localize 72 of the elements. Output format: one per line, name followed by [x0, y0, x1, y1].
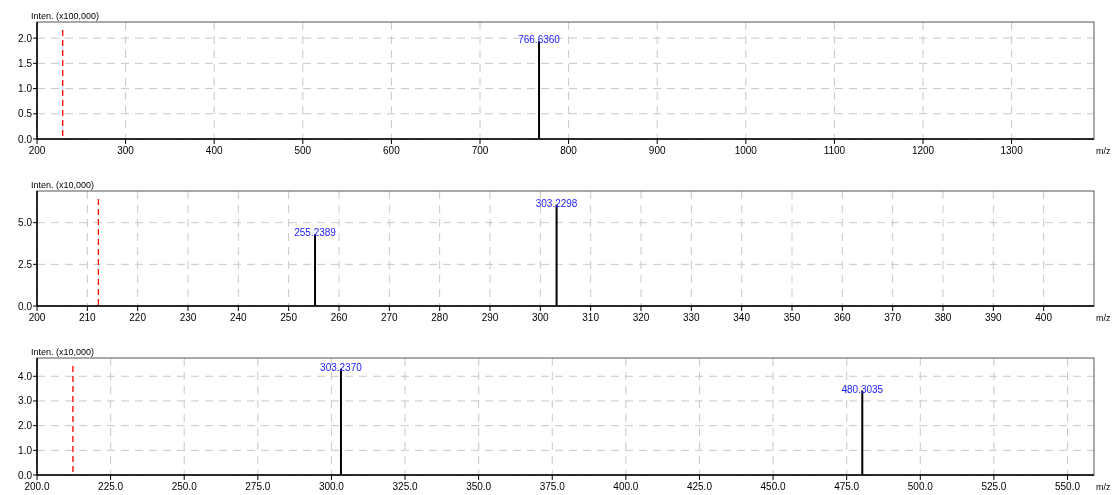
x-tick-label: 525.0 [981, 481, 1007, 492]
x-tick-label: 1300 [1000, 145, 1024, 156]
x-tick-label: 270 [380, 312, 399, 323]
x-tick-label: 250.0 [171, 481, 198, 492]
x-tick-label: 210 [78, 312, 97, 323]
y-tick-label: 3.0 [18, 395, 33, 407]
y-tick-label: 0.0 [18, 469, 33, 481]
x-tick-label: 290 [481, 312, 499, 323]
x-tick-label: 300 [117, 145, 135, 156]
y-axis-title: Inten. (x100,000) [31, 11, 100, 21]
x-tick-label: 260 [330, 312, 348, 323]
x-tick-label: 400.0 [613, 481, 639, 492]
x-tick-label: 200 [28, 145, 46, 156]
y-tick-label: 1.0 [18, 83, 33, 95]
x-tick-label: 200.0 [24, 481, 50, 492]
y-axis-title: Inten. (x10,000) [31, 180, 95, 190]
y-tick-label: 2.0 [18, 420, 33, 432]
x-tick-label: 550.0 [1054, 481, 1081, 492]
x-tick-label: 390 [984, 312, 1003, 323]
x-tick-label: 500.0 [907, 481, 934, 492]
x-tick-label: 350.0 [466, 481, 492, 492]
x-tick-label: 230 [179, 312, 197, 323]
y-tick-label: 4.0 [18, 370, 33, 382]
y-tick-label: 0.0 [18, 300, 33, 312]
y-tick-label: 0.0 [18, 133, 33, 145]
x-tick-label: 400 [1035, 312, 1053, 323]
y-tick-label: 2.5 [18, 258, 33, 270]
x-tick-label: 300 [531, 312, 550, 323]
x-tick-label: 225.0 [98, 481, 124, 492]
x-tick-label: 400 [205, 145, 223, 156]
x-axis-title: m/z [1096, 482, 1111, 492]
x-tick-label: 380 [934, 312, 952, 323]
y-tick-label: 5.0 [18, 217, 33, 229]
x-axis-title: m/z [1096, 146, 1111, 156]
x-tick-label: 800 [560, 145, 578, 156]
x-tick-label: 1200 [911, 145, 935, 156]
x-tick-label: 280 [431, 312, 449, 323]
x-tick-label: 475.0 [834, 481, 860, 492]
x-tick-label: 250 [280, 312, 298, 323]
annotation: 255.2389 [294, 227, 337, 239]
x-tick-label: 310 [582, 312, 600, 323]
x-tick-label: 375.0 [539, 481, 566, 492]
x-tick-label: 500 [294, 145, 312, 156]
x-tick-label: 425.0 [686, 481, 713, 492]
y-tick-label: 1.0 [18, 444, 33, 456]
x-tick-label: 700 [471, 145, 489, 156]
x-tick-label: 240 [229, 312, 248, 323]
annotation: 303.2370 [320, 361, 363, 373]
x-tick-label: 600 [383, 145, 401, 156]
x-tick-label: 1100 [823, 145, 846, 156]
x-tick-label: 325.0 [392, 481, 418, 492]
x-tick-label: 200 [28, 312, 46, 323]
x-axis-title: m/z [1096, 313, 1111, 323]
x-tick-label: 340 [733, 312, 751, 323]
y-tick-label: 2.0 [18, 32, 33, 44]
x-tick-label: 1000 [734, 145, 758, 156]
annotation: 303.2298 [535, 197, 578, 209]
x-tick-label: 330 [682, 312, 701, 323]
x-tick-label: 360 [833, 312, 852, 323]
x-tick-label: 320 [632, 312, 650, 323]
annotation: 766.6360 [518, 34, 561, 46]
annotation: 480.3035 [841, 383, 884, 395]
x-tick-label: 370 [884, 312, 902, 323]
x-tick-label: 450.0 [760, 481, 787, 492]
y-axis-title: Inten. (x10,000) [31, 347, 95, 357]
x-tick-label: 900 [648, 145, 666, 156]
x-tick-label: 275.0 [245, 481, 271, 492]
x-tick-label: 300.0 [318, 481, 345, 492]
y-tick-label: 1.5 [18, 57, 33, 69]
x-tick-label: 350 [783, 312, 801, 323]
y-tick-label: 0.5 [18, 108, 33, 120]
x-tick-label: 220 [129, 312, 147, 323]
